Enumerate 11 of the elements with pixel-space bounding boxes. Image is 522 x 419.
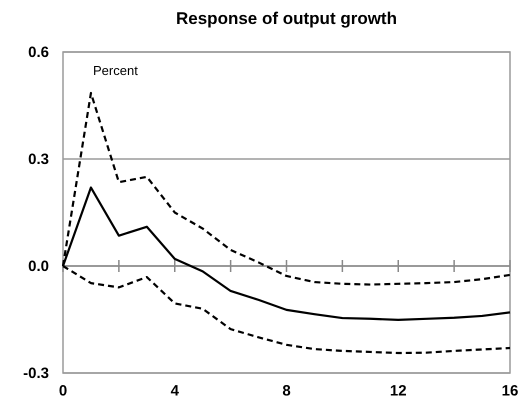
y-axis-title: Percent <box>93 63 138 78</box>
chart-title: Response of output growth <box>176 9 397 28</box>
y-tick-label: 0.3 <box>28 150 49 168</box>
x-tick-label: 8 <box>282 382 291 400</box>
x-tick-label: 12 <box>390 382 407 400</box>
x-tick-label: 16 <box>502 382 518 400</box>
y-tick-label: 0.6 <box>28 44 49 61</box>
x-tick-label: 0 <box>58 382 68 400</box>
x-tick-label: 4 <box>170 382 180 400</box>
y-tick-label: 0.0 <box>28 258 49 275</box>
y-tick-label: -0.3 <box>23 364 49 382</box>
